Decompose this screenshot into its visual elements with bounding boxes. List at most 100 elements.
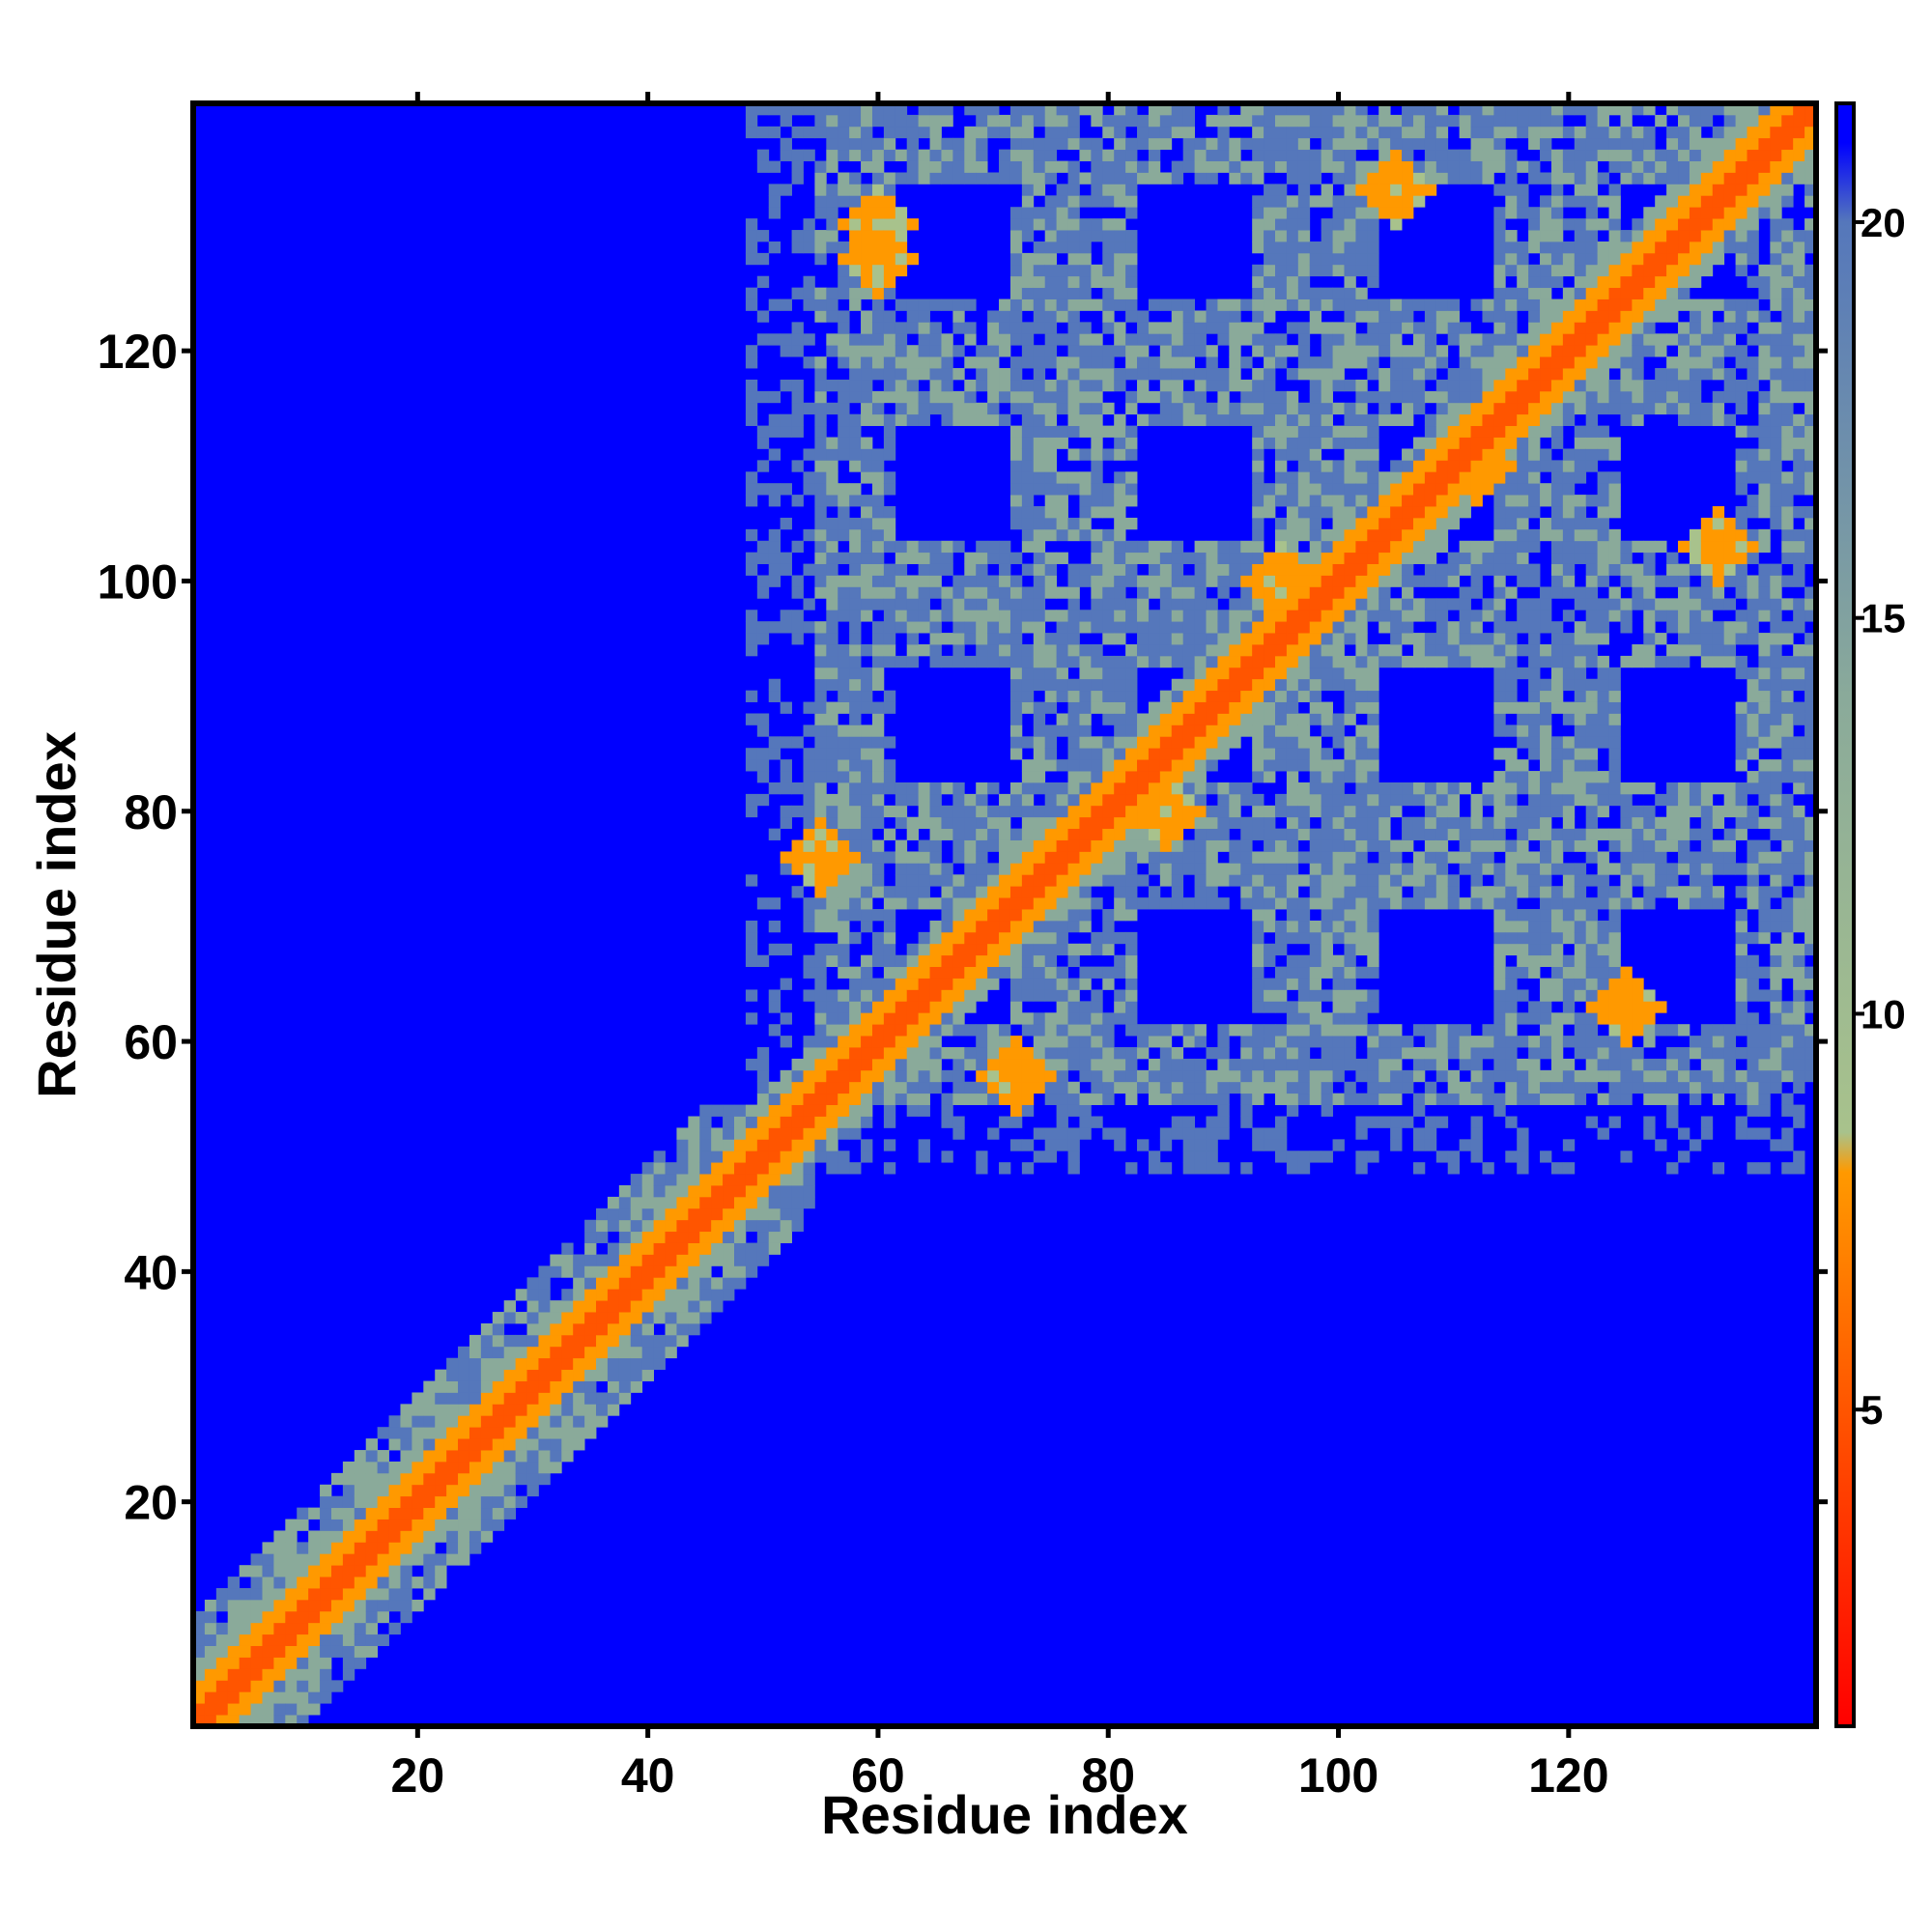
heatmap-cell xyxy=(1321,805,1333,818)
heatmap-cell xyxy=(676,1162,689,1175)
heatmap-cell xyxy=(1286,690,1299,702)
heatmap-cell xyxy=(1067,1012,1080,1025)
heatmap-cell xyxy=(550,1312,562,1324)
heatmap-cell xyxy=(1102,931,1115,945)
heatmap-cell xyxy=(1217,126,1230,139)
heatmap-cell xyxy=(653,1312,666,1324)
heatmap-cell xyxy=(423,1450,436,1463)
heatmap-cell xyxy=(871,736,885,749)
heatmap-cell xyxy=(1493,1012,1506,1025)
heatmap-cell xyxy=(607,1242,620,1255)
heatmap-cell xyxy=(1264,137,1276,151)
heatmap-cell xyxy=(1344,736,1356,749)
heatmap-cell xyxy=(871,598,885,611)
heatmap-cell xyxy=(838,748,850,760)
heatmap-cell xyxy=(1206,1081,1218,1094)
heatmap-cell xyxy=(297,1691,309,1704)
heatmap-cell xyxy=(1286,655,1299,668)
heatmap-cell xyxy=(1344,966,1356,979)
heatmap-cell xyxy=(1125,184,1138,196)
heatmap-cell xyxy=(745,390,758,404)
heatmap-cell xyxy=(1125,1069,1138,1083)
heatmap-cell xyxy=(814,1139,827,1151)
heatmap-cell xyxy=(814,448,827,461)
heatmap-cell xyxy=(1332,402,1345,415)
heatmap-cell xyxy=(1182,839,1195,852)
heatmap-cell xyxy=(1355,828,1368,840)
heatmap-cell xyxy=(1171,126,1184,139)
heatmap-cell xyxy=(1171,886,1184,898)
heatmap-cell xyxy=(826,137,838,151)
heatmap-cell xyxy=(1125,851,1138,864)
heatmap-cell xyxy=(1044,966,1058,979)
heatmap-cell xyxy=(320,1657,332,1669)
heatmap-cell xyxy=(1067,621,1080,634)
heatmap-cell xyxy=(1182,1162,1195,1175)
heatmap-cell xyxy=(1297,1162,1311,1175)
heatmap-cell xyxy=(1275,356,1288,369)
heatmap-cell xyxy=(1252,966,1264,979)
heatmap-cell xyxy=(1470,644,1483,657)
heatmap-cell xyxy=(1240,598,1253,611)
heatmap-cell xyxy=(861,781,873,795)
heatmap-cell xyxy=(1079,218,1092,231)
heatmap-cell xyxy=(814,483,827,496)
heatmap-cell xyxy=(895,1069,908,1083)
heatmap-cell xyxy=(1091,1116,1103,1128)
heatmap-cell xyxy=(239,1610,251,1624)
heatmap-cell xyxy=(1378,1036,1391,1048)
heatmap-cell xyxy=(780,1174,792,1186)
heatmap-cell xyxy=(941,1012,953,1025)
heatmap-cell xyxy=(1044,448,1058,461)
heatmap-cell xyxy=(1114,793,1126,807)
heatmap-cell xyxy=(480,1472,494,1486)
heatmap-cell xyxy=(273,1530,286,1543)
heatmap-cell xyxy=(952,298,965,311)
heatmap-cell xyxy=(435,1519,447,1531)
heatmap-cell xyxy=(1309,690,1322,702)
heatmap-cell xyxy=(1137,828,1150,840)
heatmap-cell xyxy=(803,748,815,760)
heatmap-cell xyxy=(838,241,850,254)
heatmap-cell xyxy=(814,103,827,116)
heatmap-cell xyxy=(918,805,930,818)
heatmap-cell xyxy=(1148,633,1161,645)
heatmap-cell xyxy=(976,586,988,599)
heatmap-cell xyxy=(941,931,953,945)
heatmap-cell xyxy=(641,1231,654,1243)
heatmap-cell xyxy=(665,1162,677,1175)
heatmap-cell xyxy=(503,1404,517,1416)
heatmap-cell xyxy=(1171,540,1184,554)
heatmap-cell xyxy=(330,1472,344,1486)
heatmap-cell xyxy=(1044,1081,1058,1094)
heatmap-cell xyxy=(1344,690,1356,702)
heatmap-cell xyxy=(1286,1058,1299,1071)
heatmap-cell xyxy=(1229,644,1241,657)
heatmap-cell xyxy=(618,1300,632,1313)
heatmap-cell xyxy=(285,1657,298,1669)
heatmap-cell xyxy=(1355,425,1368,438)
heatmap-cell xyxy=(1137,390,1150,404)
heatmap-cell xyxy=(1194,781,1207,795)
heatmap-cell xyxy=(1355,264,1368,277)
heatmap-cell xyxy=(561,1415,574,1428)
heatmap-cell xyxy=(1435,471,1449,484)
heatmap-cell xyxy=(1056,483,1068,496)
heatmap-cell xyxy=(1079,368,1092,381)
heatmap-cell xyxy=(1344,1012,1356,1025)
heatmap-cell xyxy=(1021,298,1035,311)
heatmap-cell xyxy=(1044,1036,1058,1048)
heatmap-cell xyxy=(929,114,942,128)
heatmap-cell xyxy=(1424,1058,1437,1071)
heatmap-cell xyxy=(1470,1058,1483,1071)
heatmap-cell xyxy=(1091,989,1103,1002)
heatmap-cell xyxy=(1194,713,1207,725)
heatmap-cell xyxy=(768,241,781,254)
heatmap-cell xyxy=(1091,586,1103,599)
heatmap-cell xyxy=(1148,793,1161,807)
heatmap-cell xyxy=(1102,275,1115,289)
heatmap-cell xyxy=(1217,736,1230,749)
heatmap-cell xyxy=(1252,1047,1264,1060)
heatmap-cell xyxy=(1252,528,1264,542)
heatmap-cell xyxy=(964,931,977,945)
